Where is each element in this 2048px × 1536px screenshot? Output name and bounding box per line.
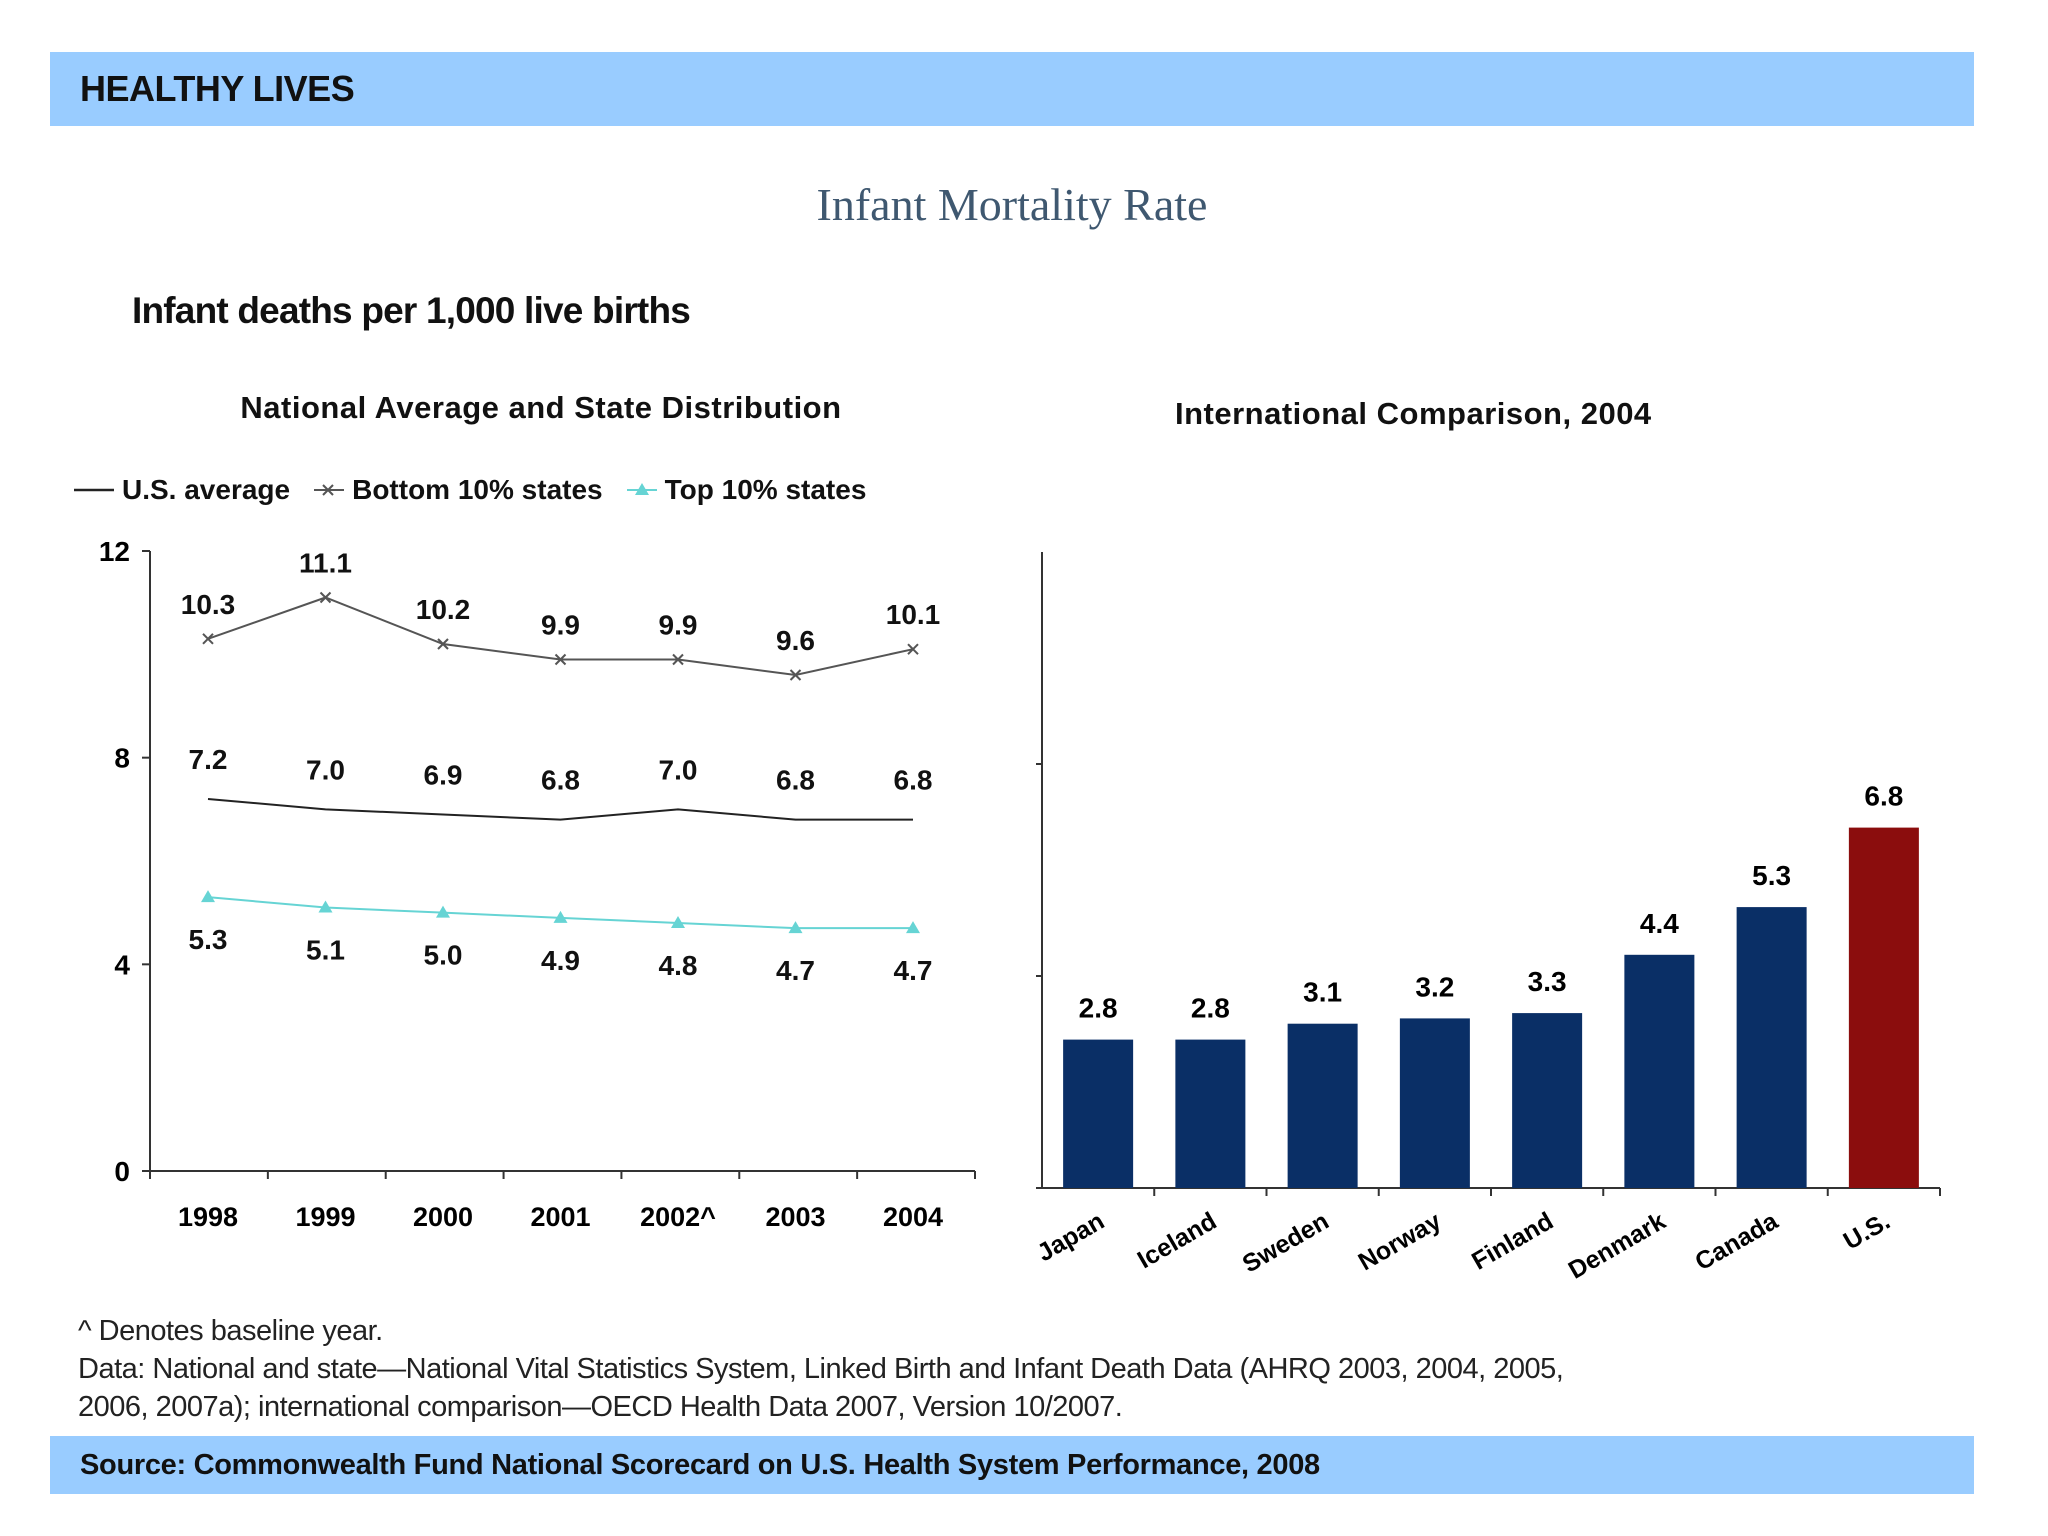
data-label: 10.2 (416, 594, 471, 625)
x-tick-label: 2002^ (640, 1202, 716, 1232)
point-marker (554, 653, 567, 666)
header-title: HEALTHY LIVES (80, 68, 355, 109)
data-label: 4.7 (776, 955, 815, 986)
x-tick-label: Japan (1033, 1207, 1110, 1267)
y-tick-label: 12 (99, 536, 130, 567)
bar-norway (1399, 1018, 1470, 1188)
data-label: 5.3 (189, 924, 228, 955)
data-label: 10.3 (181, 589, 236, 620)
legend-line-us-average (74, 488, 114, 492)
data-label: 3.1 (1303, 977, 1342, 1008)
x-tick-label: 2000 (413, 1202, 473, 1232)
x-tick-label: 2004 (883, 1202, 943, 1232)
point-marker (318, 900, 333, 913)
data-label: 4.4 (1640, 908, 1679, 939)
data-label: 10.1 (886, 599, 941, 630)
footnote-data-source-2: 2006, 2007a); international comparison—O… (78, 1391, 1123, 1423)
data-label: 7.2 (189, 744, 228, 775)
point-marker (319, 591, 332, 604)
x-tick-label: Canada (1690, 1206, 1783, 1276)
point-marker (789, 669, 802, 681)
data-label: 6.8 (1864, 781, 1903, 812)
legend-item-us-average: U.S. average (72, 474, 290, 506)
point-marker (788, 921, 803, 934)
legend-label-top-10: Top 10% states (664, 474, 867, 505)
line-chart-title: National Average and State Distribution (240, 390, 842, 425)
bar-japan (1063, 1039, 1134, 1188)
point-marker (436, 905, 450, 918)
data-label: 9.9 (659, 610, 698, 641)
x-tick-label: U.S. (1839, 1207, 1895, 1256)
source-bar: Source: Commonwealth Fund National Score… (50, 1436, 1974, 1494)
bar-iceland (1175, 1039, 1246, 1188)
line-chart: 0 4 8 12 1998 1999 2000 2001 2002^ 2003 2004 7.2 7.0… (99, 536, 976, 1232)
data-label: 6.8 (776, 765, 815, 796)
data-label: 6.8 (894, 765, 933, 796)
point-marker (553, 910, 568, 923)
x-tick-label: Sweden (1238, 1207, 1334, 1278)
x-tick-label: Iceland (1133, 1207, 1222, 1274)
x-tick-label: Finland (1467, 1207, 1558, 1276)
data-label: 5.3 (1752, 860, 1791, 891)
legend-marker-bottom-10 (314, 484, 345, 496)
x-tick-label: 1999 (295, 1202, 355, 1232)
bar-finland (1512, 1013, 1583, 1188)
data-label: 6.8 (541, 765, 580, 796)
x-tick-label: Norway (1354, 1207, 1446, 1276)
source-text: Source: Commonwealth Fund National Score… (80, 1448, 1320, 1481)
bar-chart: 2.8 Japan 2.8 Iceland 3.1 Sweden 3.2 Norway 3.3 F… (1033, 552, 1941, 1285)
x-tick-label: Denmark (1564, 1207, 1671, 1285)
y-tick-label: 4 (114, 949, 130, 980)
data-label: 4.7 (894, 955, 933, 986)
data-label: 4.8 (659, 950, 698, 981)
data-label: 5.0 (424, 940, 463, 971)
data-label: 2.8 (1079, 993, 1118, 1024)
bar-canada (1736, 907, 1807, 1188)
main-title: Infant Mortality Rate (816, 179, 1208, 230)
data-label: 5.1 (306, 935, 345, 966)
data-label: 11.1 (299, 548, 352, 579)
point-marker (907, 643, 919, 655)
point-marker (201, 890, 215, 903)
data-label: 7.0 (306, 754, 345, 785)
bar-chart-title: International Comparison, 2004 (1175, 396, 1652, 431)
series-line-0 (207, 798, 913, 821)
data-label: 9.6 (776, 625, 815, 656)
data-label: 6.9 (424, 760, 463, 791)
point-marker (906, 921, 920, 934)
legend-marker-top-10 (626, 483, 657, 495)
data-label: 4.9 (541, 945, 580, 976)
legend-item-top-10: Top 10% states (625, 474, 867, 506)
legend-item-bottom-10: Bottom 10% states (312, 474, 603, 506)
point-marker (437, 638, 449, 650)
point-marker (672, 653, 684, 666)
legend-label-bottom-10: Bottom 10% states (352, 474, 603, 505)
x-tick-label: 1998 (178, 1202, 238, 1232)
point-marker (671, 916, 685, 928)
data-label: 7.0 (659, 754, 698, 785)
footnote-baseline: ^ Denotes baseline year. (78, 1315, 383, 1347)
x-tick-label: 2001 (530, 1202, 590, 1232)
data-label: 9.9 (541, 610, 580, 641)
line-chart-legend: U.S. average Bottom 10% states Top 10% s… (72, 474, 888, 506)
bar-sweden (1287, 1023, 1358, 1188)
data-label: 3.3 (1528, 966, 1567, 997)
data-label: 2.8 (1191, 993, 1230, 1024)
footnote: ^ Denotes baseline year. Data: National … (78, 1312, 1958, 1426)
x-tick-label: 2003 (765, 1202, 825, 1232)
bar-denmark (1624, 954, 1695, 1188)
header-bar: HEALTHY LIVES (50, 52, 1974, 126)
y-tick-label: 0 (114, 1156, 130, 1187)
bar-us (1848, 827, 1919, 1188)
data-label: 3.2 (1415, 971, 1454, 1002)
y-tick-label: 8 (114, 743, 130, 774)
legend-label-us-average: U.S. average (122, 474, 291, 505)
point-marker (202, 633, 214, 645)
chart-subtitle: Infant deaths per 1,000 live births (132, 290, 691, 331)
footnote-data-source-1: Data: National and state—National Vital … (78, 1353, 1564, 1385)
